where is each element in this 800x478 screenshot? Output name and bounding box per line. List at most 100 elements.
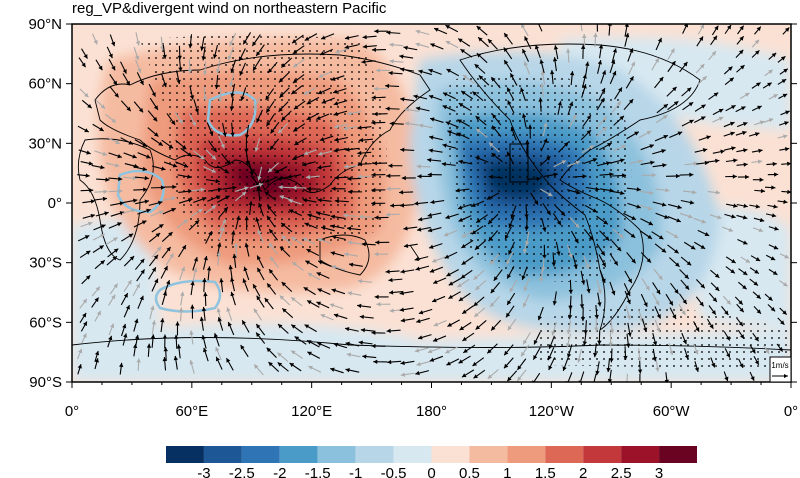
wind-vector (580, 270, 586, 285)
wind-vector (509, 279, 518, 293)
wind-vector (625, 76, 634, 89)
wind-vector (542, 244, 547, 259)
wind-vector (640, 144, 655, 151)
wind-vector (768, 52, 777, 60)
wind-vector (289, 362, 302, 372)
wind-vector (319, 48, 333, 56)
wind-vector (347, 291, 362, 296)
wind-vector (290, 85, 303, 95)
wind-vector (506, 370, 518, 382)
wind-vector (585, 61, 590, 76)
wind-vector (164, 279, 171, 294)
wind-vector (460, 90, 474, 100)
wind-vector (161, 231, 173, 242)
wind-vector (120, 61, 127, 74)
wind-vector (404, 121, 419, 126)
wind-vector (189, 85, 195, 100)
wind-vector (192, 267, 198, 282)
wind-vector (266, 215, 276, 228)
wind-vector (443, 230, 458, 237)
wind-vector (428, 94, 443, 101)
wind-vector (640, 230, 653, 240)
wind-vector (307, 272, 321, 281)
wind-vector (96, 177, 110, 182)
wind-vector (218, 218, 227, 233)
wind-vector (639, 190, 654, 195)
wind-vector (599, 142, 612, 151)
wind-vector (640, 218, 654, 226)
wind-vector (344, 35, 359, 40)
wind-vector (371, 95, 386, 100)
wind-vector (233, 242, 239, 258)
wind-vector (374, 294, 389, 300)
wind-vector (330, 251, 345, 257)
wind-vector (80, 221, 93, 228)
wind-vector (399, 307, 414, 312)
wind-vector (445, 346, 459, 354)
wind-vector (567, 305, 573, 320)
wind-vector (427, 212, 442, 218)
wind-vector (330, 224, 345, 229)
wind-vector (721, 226, 734, 232)
wind-vector (682, 189, 697, 195)
wind-vector (77, 125, 90, 133)
wind-vector (558, 141, 569, 153)
wind-vector (626, 131, 640, 140)
wind-vector (132, 343, 138, 357)
wind-vector (132, 283, 141, 297)
wind-vector (724, 146, 736, 151)
wind-vector (693, 321, 700, 332)
wind-vector (105, 162, 120, 168)
wind-vector (177, 174, 192, 179)
colorbar-label: 0.5 (459, 465, 480, 478)
wind-vector (582, 114, 592, 127)
wind-vector (724, 77, 735, 86)
wind-vector (320, 33, 335, 40)
wind-vector (389, 42, 404, 47)
wind-vector (486, 343, 498, 354)
wind-vector (330, 214, 345, 219)
wind-vector (509, 72, 518, 86)
wind-vector (94, 150, 108, 156)
wind-vector (291, 34, 304, 44)
wind-vector (611, 101, 622, 113)
wind-vector (320, 313, 334, 321)
wind-vector (777, 317, 785, 326)
wind-vector (579, 294, 585, 309)
wind-vector (80, 161, 94, 166)
wind-vector (190, 304, 195, 319)
wind-vector (178, 244, 187, 258)
wind-vector (321, 97, 335, 104)
wind-vector (523, 61, 531, 75)
wind-vector (572, 255, 578, 269)
wind-vector (268, 228, 278, 241)
wind-vector (161, 73, 167, 88)
wind-vector (640, 252, 652, 263)
wind-vector (122, 175, 137, 181)
wind-vector (441, 161, 456, 167)
wind-vector (176, 70, 181, 85)
wind-vector (764, 185, 776, 190)
colorbar-box (507, 446, 546, 463)
wind-vector (625, 305, 631, 320)
wind-vector (108, 294, 116, 306)
wind-vector (162, 357, 167, 371)
wind-vector (123, 304, 130, 318)
wind-vector (150, 334, 156, 348)
wind-vector (555, 241, 561, 256)
wind-vector (303, 149, 318, 156)
wind-vector (334, 136, 349, 142)
colorbar-box (241, 446, 280, 463)
wind-vector (432, 335, 447, 342)
wind-vector (123, 255, 135, 267)
wind-vector (78, 57, 87, 68)
wind-vector (165, 253, 175, 266)
wind-vector (566, 344, 573, 359)
wind-vector (371, 120, 386, 125)
wind-vector (736, 121, 748, 128)
wind-vector (446, 358, 460, 366)
wind-vector (239, 62, 247, 76)
wind-vector (274, 165, 288, 174)
wind-vector (208, 187, 223, 192)
wind-vector (308, 365, 322, 373)
